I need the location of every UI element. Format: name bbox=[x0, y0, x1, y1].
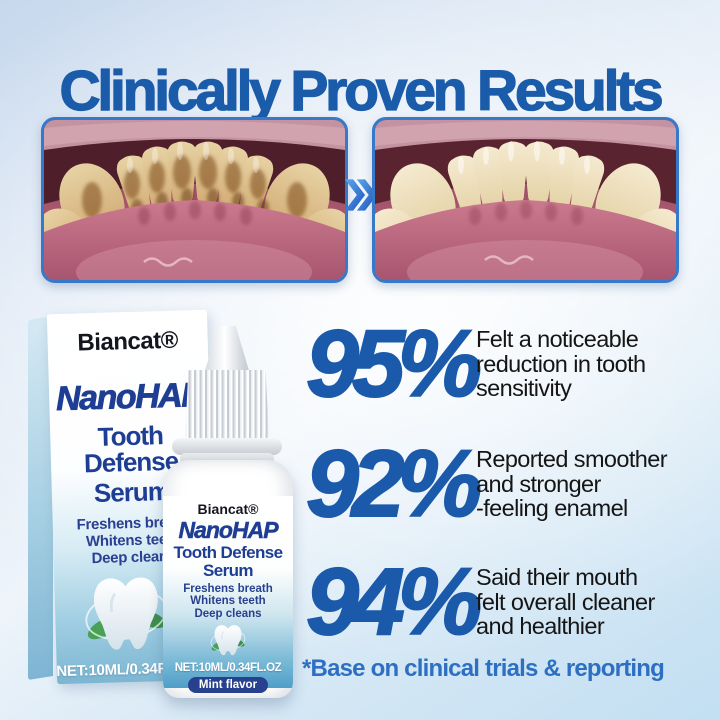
bottle-body: Biancat® NanoHAP Tooth Defense Serum Fre… bbox=[163, 460, 293, 698]
stat-value: 94% bbox=[305, 549, 483, 655]
benefit-item: Freshens breath bbox=[183, 582, 273, 595]
benefit-item: Deep cleans bbox=[194, 607, 262, 620]
before-teeth-image bbox=[44, 120, 345, 280]
stat-value: 92% bbox=[305, 431, 483, 537]
brand-name: Biancat® bbox=[197, 501, 259, 517]
footnote: *Base on clinical trials & reporting bbox=[302, 655, 665, 682]
stat-row: 94% Said their mouth felt overall cleane… bbox=[302, 549, 717, 655]
stat-line: Reported smoother bbox=[476, 446, 668, 473]
stat-line: and healthier bbox=[476, 613, 605, 640]
bottle-label: Biancat® NanoHAP Tooth Defense Serum Fre… bbox=[163, 496, 293, 693]
stat-line: Felt a noticeable bbox=[476, 326, 639, 353]
stat-value: 95% bbox=[305, 311, 483, 417]
stat-line: sensitivity bbox=[476, 375, 572, 402]
bottle-cap bbox=[185, 370, 269, 440]
product-subtitle: Serum bbox=[203, 560, 254, 580]
stat-row: 92% Reported smoother and stronger -feel… bbox=[302, 431, 717, 537]
stat-row: 95% Felt a noticeable reduction in tooth… bbox=[302, 311, 717, 417]
before-photo bbox=[41, 117, 348, 283]
net-weight: NET:10ML/0.34FL.OZ bbox=[174, 661, 282, 674]
product-bottle: Biancat® NanoHAP Tooth Defense Serum Fre… bbox=[160, 326, 296, 698]
stat-line: Said their mouth bbox=[476, 564, 638, 591]
page-title: Clinically Proven Results bbox=[59, 59, 665, 124]
tooth-mint-icon bbox=[79, 575, 173, 653]
stat-description: Reported smoother and stronger -feeling … bbox=[476, 446, 668, 522]
stat-line: and stronger bbox=[476, 470, 601, 497]
benefit-item: Whitens teeth bbox=[190, 595, 266, 608]
after-photo bbox=[372, 117, 679, 283]
stat-line: felt overall cleaner bbox=[476, 588, 655, 615]
after-teeth-image bbox=[375, 120, 676, 280]
bottle-collar bbox=[172, 438, 282, 455]
stat-line: reduction in tooth bbox=[476, 350, 646, 377]
flavor-badge: Mint flavor bbox=[187, 676, 269, 693]
product-name: NanoHAP bbox=[178, 517, 279, 544]
stat-description: Felt a noticeable reduction in tooth sen… bbox=[476, 327, 646, 401]
stat-description: Said their mouth felt overall cleaner an… bbox=[476, 565, 655, 639]
dropper-tip bbox=[204, 326, 250, 374]
product-subtitle: Tooth Defense bbox=[173, 543, 283, 562]
benefit-list: Freshens breath Whitens teeth Deep clean… bbox=[163, 583, 293, 620]
tooth-mint-icon bbox=[208, 624, 248, 656]
stat-line: -feeling enamel bbox=[476, 495, 628, 522]
